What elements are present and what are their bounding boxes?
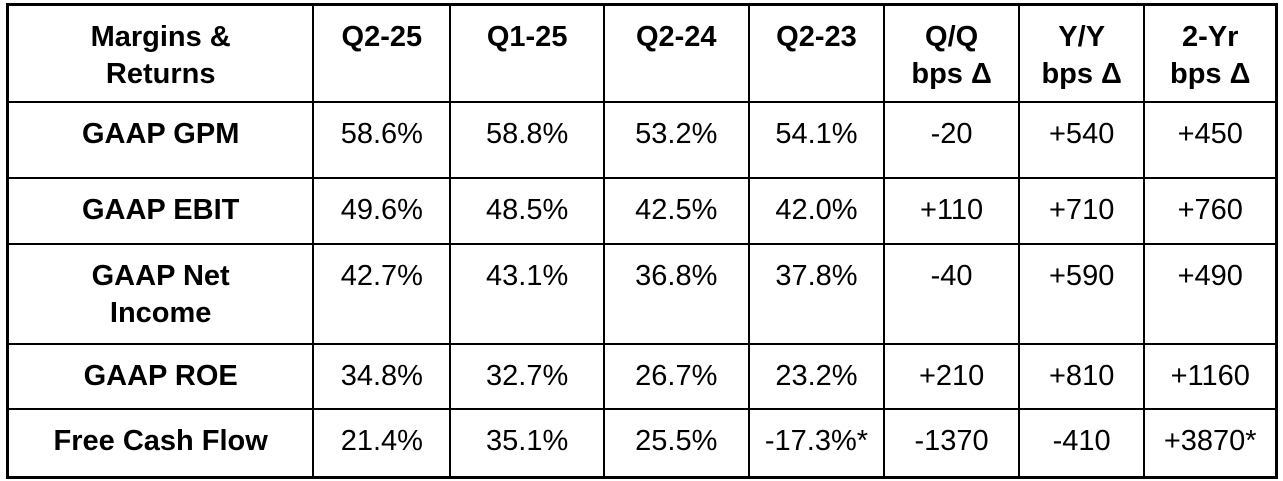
data-cell: +540 [1017, 100, 1146, 179]
data-cell: 32.7% [449, 342, 605, 410]
data-cell: 37.8% [747, 242, 886, 345]
data-cell: +490 [1143, 242, 1278, 345]
column-header-q2-25: Q2-25 [312, 3, 452, 103]
data-cell: 25.5% [602, 407, 750, 479]
data-cell: 49.6% [312, 176, 452, 245]
table-row-gaap-gpm: GAAP GPM 58.6% 58.8% 53.2% 54.1% -20 +54… [6, 100, 1278, 179]
data-cell: -1370 [883, 407, 1020, 479]
data-cell: -410 [1017, 407, 1146, 479]
row-label: GAAP ROE [6, 342, 315, 410]
data-cell: 42.0% [747, 176, 886, 245]
data-cell: -40 [883, 242, 1020, 345]
header-row: Margins & Returns Q2-25 Q1-25 Q2-24 Q2-2… [6, 3, 1278, 103]
row-label: GAAP GPM [6, 100, 315, 179]
data-cell: 43.1% [449, 242, 605, 345]
data-cell: 23.2% [747, 342, 886, 410]
data-cell: +1160 [1143, 342, 1278, 410]
data-cell: +210 [883, 342, 1020, 410]
data-cell: +710 [1017, 176, 1146, 245]
data-cell: +3870* [1143, 407, 1278, 479]
table-row-gaap-net-income: GAAP Net Income 42.7% 43.1% 36.8% 37.8% … [6, 242, 1278, 345]
data-cell: 26.7% [602, 342, 750, 410]
margins-returns-table: Margins & Returns Q2-25 Q1-25 Q2-24 Q2-2… [6, 3, 1278, 479]
data-cell: 42.5% [602, 176, 750, 245]
data-cell: 58.8% [449, 100, 605, 179]
column-header-2yr-bps-delta: 2-Yr bps Δ [1143, 3, 1278, 103]
table-title-cell: Margins & Returns [6, 3, 315, 103]
column-header-q2-23: Q2-23 [747, 3, 886, 103]
table-row-gaap-ebit: GAAP EBIT 49.6% 48.5% 42.5% 42.0% +110 +… [6, 176, 1278, 245]
data-cell: +110 [883, 176, 1020, 245]
data-cell: 58.6% [312, 100, 452, 179]
row-label: GAAP Net Income [6, 242, 315, 345]
data-cell: 42.7% [312, 242, 452, 345]
row-label: Free Cash Flow [6, 407, 315, 479]
column-header-q1-25: Q1-25 [449, 3, 605, 103]
data-cell: 53.2% [602, 100, 750, 179]
row-label: GAAP EBIT [6, 176, 315, 245]
data-cell: +810 [1017, 342, 1146, 410]
data-cell: -17.3%* [747, 407, 886, 479]
data-cell: 54.1% [747, 100, 886, 179]
table-row-gaap-roe: GAAP ROE 34.8% 32.7% 26.7% 23.2% +210 +8… [6, 342, 1278, 410]
table-row-free-cash-flow: Free Cash Flow 21.4% 35.1% 25.5% -17.3%*… [6, 407, 1278, 479]
data-cell: 21.4% [312, 407, 452, 479]
data-cell: 35.1% [449, 407, 605, 479]
column-header-qq-bps-delta: Q/Q bps Δ [883, 3, 1020, 103]
data-cell: 34.8% [312, 342, 452, 410]
data-cell: +590 [1017, 242, 1146, 345]
data-cell: +450 [1143, 100, 1278, 179]
column-header-q2-24: Q2-24 [602, 3, 750, 103]
data-cell: -20 [883, 100, 1020, 179]
data-cell: 48.5% [449, 176, 605, 245]
data-cell: 36.8% [602, 242, 750, 345]
data-cell: +760 [1143, 176, 1278, 245]
column-header-yy-bps-delta: Y/Y bps Δ [1017, 3, 1146, 103]
